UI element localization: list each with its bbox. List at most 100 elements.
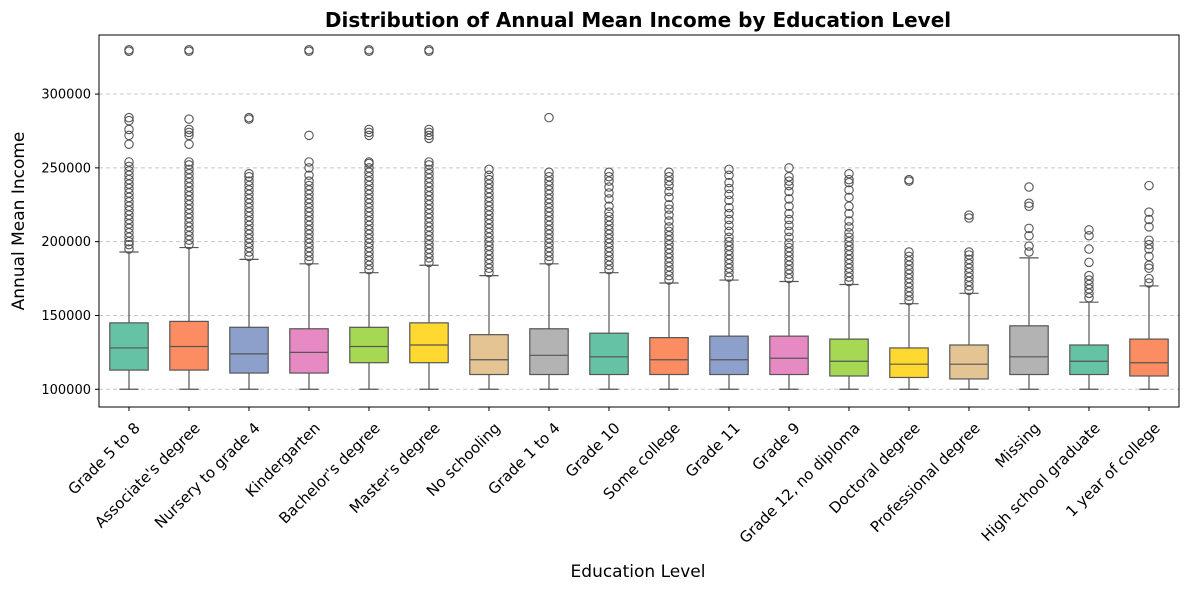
outlier-point xyxy=(304,45,314,55)
box-group xyxy=(589,167,629,390)
x-tick-label: Grade 12, no diploma xyxy=(736,419,864,547)
outlier-point xyxy=(1144,180,1154,191)
outlier-point xyxy=(664,186,674,197)
outlier-point xyxy=(844,169,854,179)
outlier-point xyxy=(604,194,614,204)
outlier-point xyxy=(424,124,434,135)
outlier-point xyxy=(604,171,614,182)
outlier-point xyxy=(304,130,314,141)
box-group xyxy=(409,45,449,390)
outlier-point xyxy=(304,163,314,173)
iqr-box xyxy=(829,338,869,377)
iqr-box xyxy=(409,322,449,364)
outlier-point xyxy=(724,189,734,200)
outlier-point xyxy=(484,170,494,180)
outlier-point xyxy=(724,202,734,213)
outlier-point xyxy=(664,200,674,210)
outlier-point xyxy=(844,185,854,195)
plot-frame xyxy=(98,34,1180,408)
outlier-point xyxy=(1084,257,1094,268)
outlier-point xyxy=(244,176,254,186)
outlier-point xyxy=(244,171,254,182)
outlier-point xyxy=(364,45,374,55)
outlier-point xyxy=(1144,207,1154,217)
outlier-point xyxy=(664,171,674,182)
outlier-point xyxy=(1084,244,1094,254)
iqr-box xyxy=(949,344,989,380)
outlier-point xyxy=(844,208,854,219)
outlier-point xyxy=(1024,247,1034,257)
outlier-point xyxy=(664,204,674,214)
box-group xyxy=(829,169,869,390)
outlier-point xyxy=(1144,251,1154,262)
outlier-point xyxy=(784,242,794,253)
outlier-point xyxy=(844,216,854,226)
outlier-point xyxy=(364,124,374,135)
outlier-point xyxy=(124,115,134,126)
outlier-point xyxy=(544,167,554,178)
outlier-point xyxy=(1144,263,1154,273)
outlier-point xyxy=(544,112,554,123)
outlier-point xyxy=(784,226,794,237)
box-group xyxy=(229,112,269,390)
outlier-point xyxy=(724,183,734,194)
box-group xyxy=(109,45,149,390)
outlier-point xyxy=(1144,222,1154,232)
box-group xyxy=(169,45,209,390)
outlier-point xyxy=(364,163,374,173)
box-group xyxy=(649,167,689,390)
outlier-point xyxy=(184,164,194,175)
y-tick-label: 200000 xyxy=(41,235,91,250)
box-group xyxy=(709,164,749,390)
outlier-point xyxy=(964,213,974,223)
outlier-point xyxy=(304,176,314,186)
grid-lines xyxy=(99,93,1179,390)
outlier-point xyxy=(124,112,134,123)
outlier-point xyxy=(664,210,674,220)
outlier-point xyxy=(724,220,734,231)
x-tick-label: Missing xyxy=(991,419,1043,471)
outlier-point xyxy=(844,232,854,242)
box-group xyxy=(949,210,989,390)
outlier-point xyxy=(604,211,614,222)
outlier-point xyxy=(964,250,974,260)
outlier-point xyxy=(1144,239,1154,250)
box-group xyxy=(529,112,569,390)
y-axis: 100000 150000 200000 250000 300000 xyxy=(41,88,99,398)
outlier-point xyxy=(1024,223,1034,234)
outlier-point xyxy=(604,201,614,211)
outlier-point xyxy=(184,114,194,124)
iqr-box xyxy=(289,328,329,374)
outlier-point xyxy=(784,220,794,231)
outlier-point xyxy=(844,228,854,238)
outlier-point xyxy=(124,45,134,55)
outlier-point xyxy=(424,164,434,175)
x-tick-label: Associate's degree xyxy=(91,419,203,531)
outlier-point xyxy=(124,139,134,149)
outlier-point xyxy=(364,127,374,138)
outlier-point xyxy=(1024,198,1034,209)
outlier-point xyxy=(124,157,134,167)
outlier-point xyxy=(424,127,434,138)
outlier-point xyxy=(604,207,614,217)
outlier-point xyxy=(544,171,554,182)
iqr-box xyxy=(889,347,929,379)
outlier-point xyxy=(1084,275,1094,285)
x-tick-label: High school graduate xyxy=(978,419,1104,545)
iqr-box xyxy=(649,337,689,376)
outlier-point xyxy=(664,222,674,232)
outlier-point xyxy=(184,157,194,167)
box-group xyxy=(1069,225,1109,390)
outlier-point xyxy=(484,164,494,175)
outlier-point xyxy=(424,160,434,170)
outlier-point xyxy=(964,210,974,220)
outlier-point xyxy=(724,232,734,242)
x-tick-label: Grade 11 xyxy=(682,419,744,481)
outlier-point xyxy=(184,127,194,138)
outlier-point xyxy=(784,176,794,186)
outlier-point xyxy=(1144,235,1154,245)
outlier-point xyxy=(844,222,854,232)
outlier-point xyxy=(304,180,314,191)
outlier-point xyxy=(964,247,974,257)
